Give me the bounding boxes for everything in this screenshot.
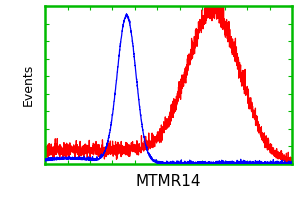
X-axis label: MTMR14: MTMR14 xyxy=(136,174,201,189)
Y-axis label: Events: Events xyxy=(22,64,35,106)
